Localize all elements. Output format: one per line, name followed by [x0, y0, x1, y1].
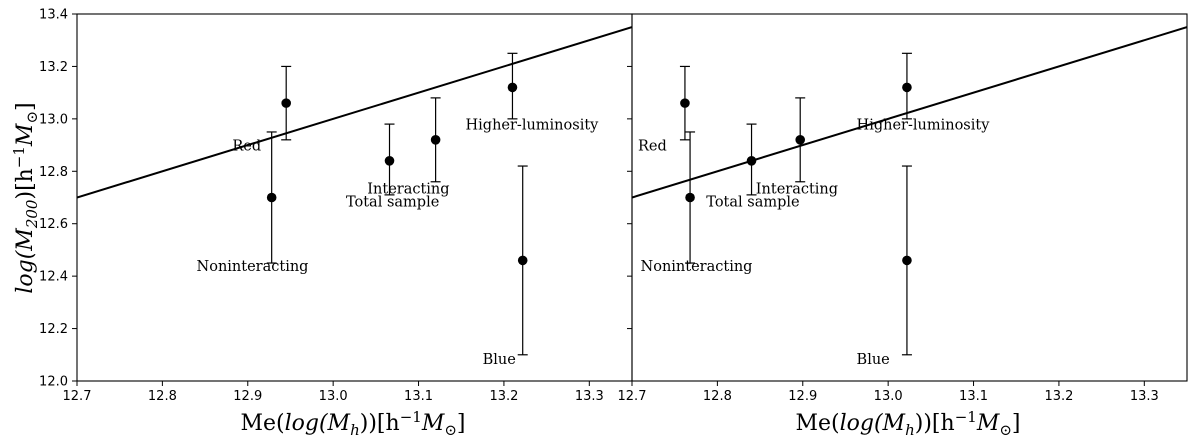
point-label-higher-luminosity: Higher-luminosity [466, 117, 600, 133]
point-label-blue: Blue [857, 352, 890, 368]
y-tick-label: 12.2 [39, 322, 68, 337]
one-to-one-line [77, 26, 632, 199]
point-interacting [430, 135, 441, 145]
y-tick-label: 12.8 [39, 165, 68, 180]
point-label-interacting: Interacting [367, 182, 449, 198]
point-red [680, 98, 690, 108]
point-higher-luminosity [507, 82, 518, 93]
x-tick-label: 12.7 [63, 389, 92, 404]
x-tick-label: 13.1 [404, 389, 433, 404]
point-total-sample [746, 156, 757, 166]
y-tick-label: 13.2 [39, 60, 68, 75]
point-higher-luminosity [902, 82, 912, 93]
point-blue [902, 255, 912, 266]
y-tick-label: 13.0 [39, 112, 68, 127]
point-label-red: Red [232, 138, 261, 154]
y-tick-label: 12.0 [39, 375, 68, 390]
y-tick-label: 12.6 [39, 217, 68, 232]
point-label-noninteracting: Noninteracting [641, 259, 753, 275]
point-label-interacting: Interacting [756, 182, 838, 198]
x-tick-label: 12.8 [148, 389, 177, 404]
y-tick-label: 13.4 [39, 8, 68, 23]
one-to-one-line [632, 26, 1187, 199]
x-tick-label: 13.3 [575, 389, 604, 404]
x-tick-label: 13.1 [959, 389, 988, 404]
x-tick-label: 12.7 [618, 389, 647, 404]
x-tick-label: 12.9 [233, 389, 262, 404]
y-axis-title: log(M200)[h−1M⊙] [10, 102, 41, 293]
x-tick-label: 13.0 [874, 389, 903, 404]
left-panel: 12.7 12.8 12.9 13.0 13.1 13.2 13.3 12.0 12.2 12.4… [39, 8, 633, 404]
right-x-axis-title: Me(log(Mh))[h−1M⊙] [795, 408, 1020, 439]
point-blue [517, 255, 528, 266]
point-label-total-sample: Total sample [706, 195, 799, 211]
point-label-blue: Blue [483, 352, 516, 368]
point-label-noninteracting: Noninteracting [197, 259, 309, 275]
point-noninteracting [266, 192, 277, 203]
y-tick-label: 12.4 [39, 270, 68, 285]
point-label-higher-luminosity: Higher-luminosity [857, 117, 991, 133]
point-red [281, 98, 291, 108]
x-tick-label: 13.2 [489, 389, 518, 404]
point-label-total-sample: Total sample [346, 195, 439, 211]
x-tick-label: 13.0 [319, 389, 348, 404]
x-tick-label: 12.9 [788, 389, 817, 404]
x-tick-label: 13.2 [1044, 389, 1073, 404]
point-label-red: Red [638, 138, 667, 154]
point-total-sample [384, 156, 395, 166]
point-interacting [795, 135, 806, 145]
right-panel: 12.7 12.8 12.9 13.0 13.1 13.2 13.3 Red Nonintera… [618, 13, 1188, 404]
point-noninteracting [685, 192, 695, 203]
x-tick-label: 12.8 [703, 389, 732, 404]
left-x-axis-title: Me(log(Mh))[h−1M⊙] [240, 408, 465, 439]
x-tick-label: 13.3 [1130, 389, 1159, 404]
